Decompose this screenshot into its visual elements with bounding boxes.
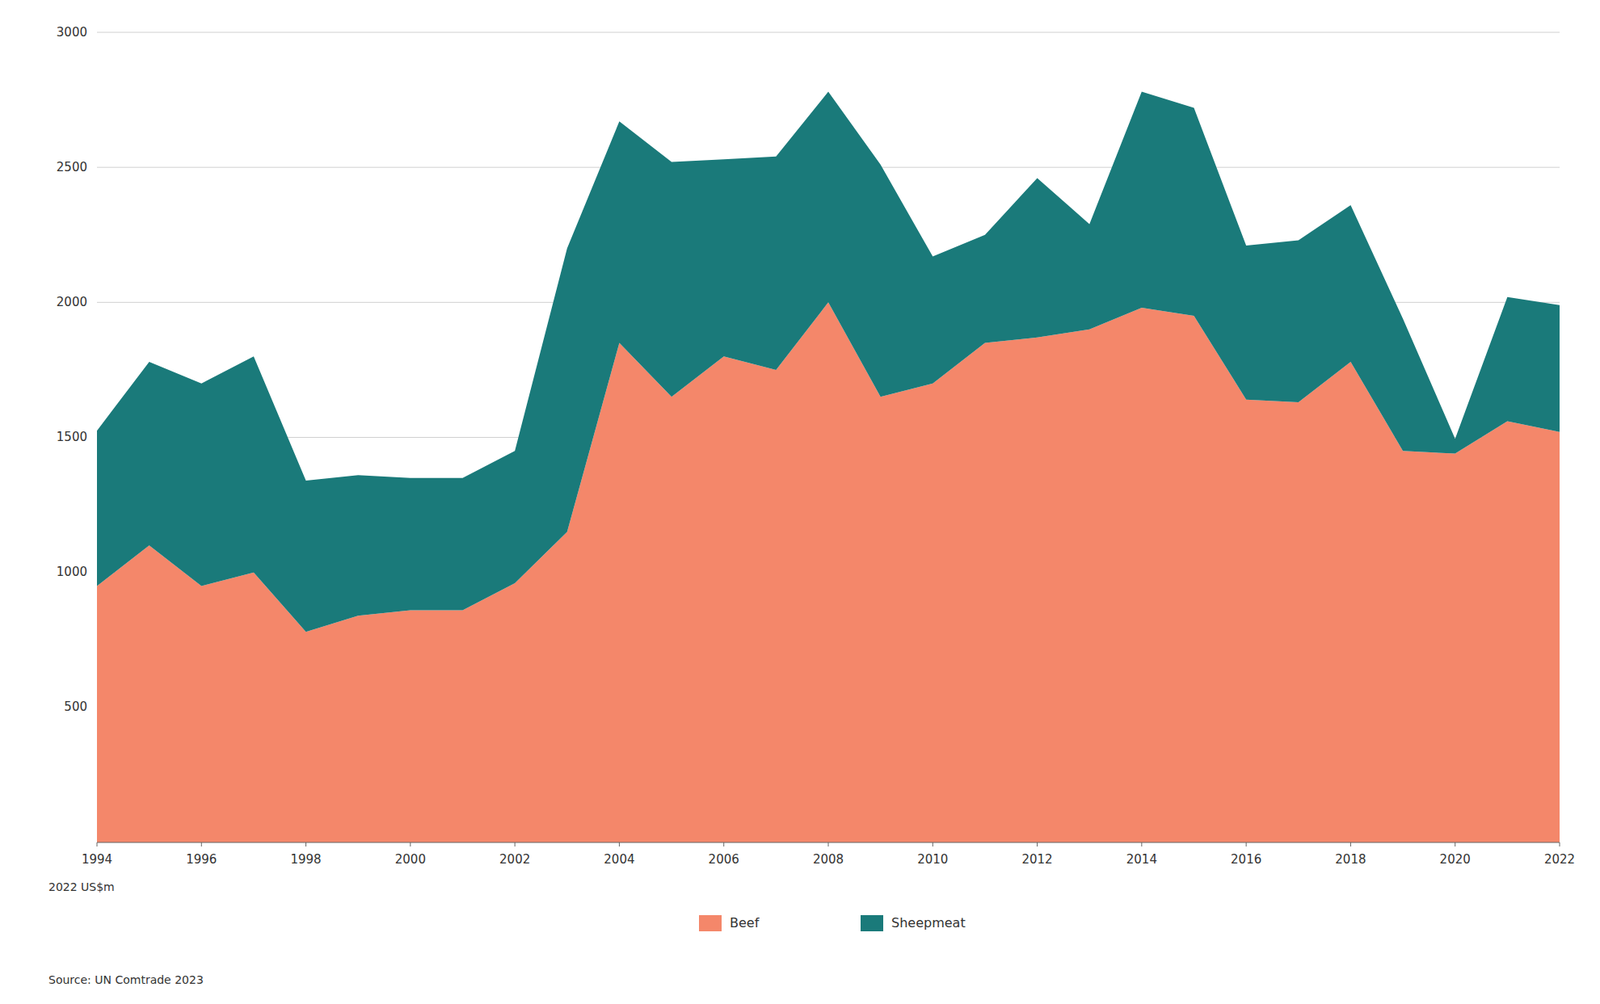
area bbox=[96, 92, 1560, 633]
legend-label: Sheepmeat bbox=[891, 915, 966, 931]
x-tick-label: 2010 bbox=[917, 852, 948, 868]
legend-label: Beef bbox=[729, 915, 760, 931]
x-tick-label: 2018 bbox=[1334, 852, 1366, 868]
chart: 500 1000 1500 2000 2500 3000 1994 1996 1998 2000 2… bbox=[0, 0, 1600, 1004]
x-tick-label: 2020 bbox=[1440, 852, 1471, 868]
y-tick-label: 3000 bbox=[56, 25, 88, 40]
x-tick bbox=[514, 842, 516, 847]
x-tick bbox=[1036, 842, 1038, 847]
x-tick-label: 2012 bbox=[1021, 852, 1053, 868]
areas bbox=[96, 92, 1560, 843]
y-axis-label: 2022 US$m bbox=[48, 880, 115, 894]
x-tick bbox=[932, 842, 934, 847]
x-tick-label: 2000 bbox=[395, 852, 426, 868]
y-tick-label: 2000 bbox=[56, 294, 88, 310]
x-tick-label: 2002 bbox=[499, 852, 531, 868]
x-tick bbox=[96, 842, 98, 847]
x-tick bbox=[723, 842, 725, 847]
legend-swatch bbox=[698, 915, 722, 932]
x-tick bbox=[1246, 842, 1247, 847]
y-tick-label: 1000 bbox=[56, 564, 88, 580]
x-tick-label: 2006 bbox=[708, 852, 740, 868]
x-tick-label: 1998 bbox=[290, 852, 321, 868]
x-tick-label: 2008 bbox=[812, 852, 844, 868]
x-tick-label: 1994 bbox=[81, 852, 113, 868]
x-tick bbox=[305, 842, 307, 847]
y-tick-label: 1500 bbox=[56, 429, 88, 445]
x-tick bbox=[1454, 842, 1456, 847]
x-tick bbox=[1350, 842, 1352, 847]
x-tick-label: 2022 bbox=[1544, 852, 1575, 868]
x-tick bbox=[828, 842, 830, 847]
x-tick bbox=[618, 842, 620, 847]
y-tick-label: 2500 bbox=[56, 160, 88, 175]
x-tick-label: 1996 bbox=[185, 852, 217, 868]
x-tick-label: 2016 bbox=[1230, 852, 1262, 868]
x-tick bbox=[409, 842, 411, 847]
legend: Beef Sheepmeat bbox=[698, 915, 966, 933]
x-tick bbox=[1141, 842, 1142, 847]
background bbox=[0, 0, 1600, 1004]
y-tick-label: 500 bbox=[63, 699, 88, 715]
legend-swatch bbox=[860, 915, 884, 932]
x-tick-label: 2004 bbox=[603, 852, 635, 868]
grid-line bbox=[96, 32, 1560, 34]
x-tick bbox=[201, 842, 203, 847]
source-note: Source: UN Comtrade 2023 bbox=[48, 973, 204, 987]
x-tick bbox=[1559, 842, 1561, 847]
x-tick-label: 2014 bbox=[1126, 852, 1158, 868]
